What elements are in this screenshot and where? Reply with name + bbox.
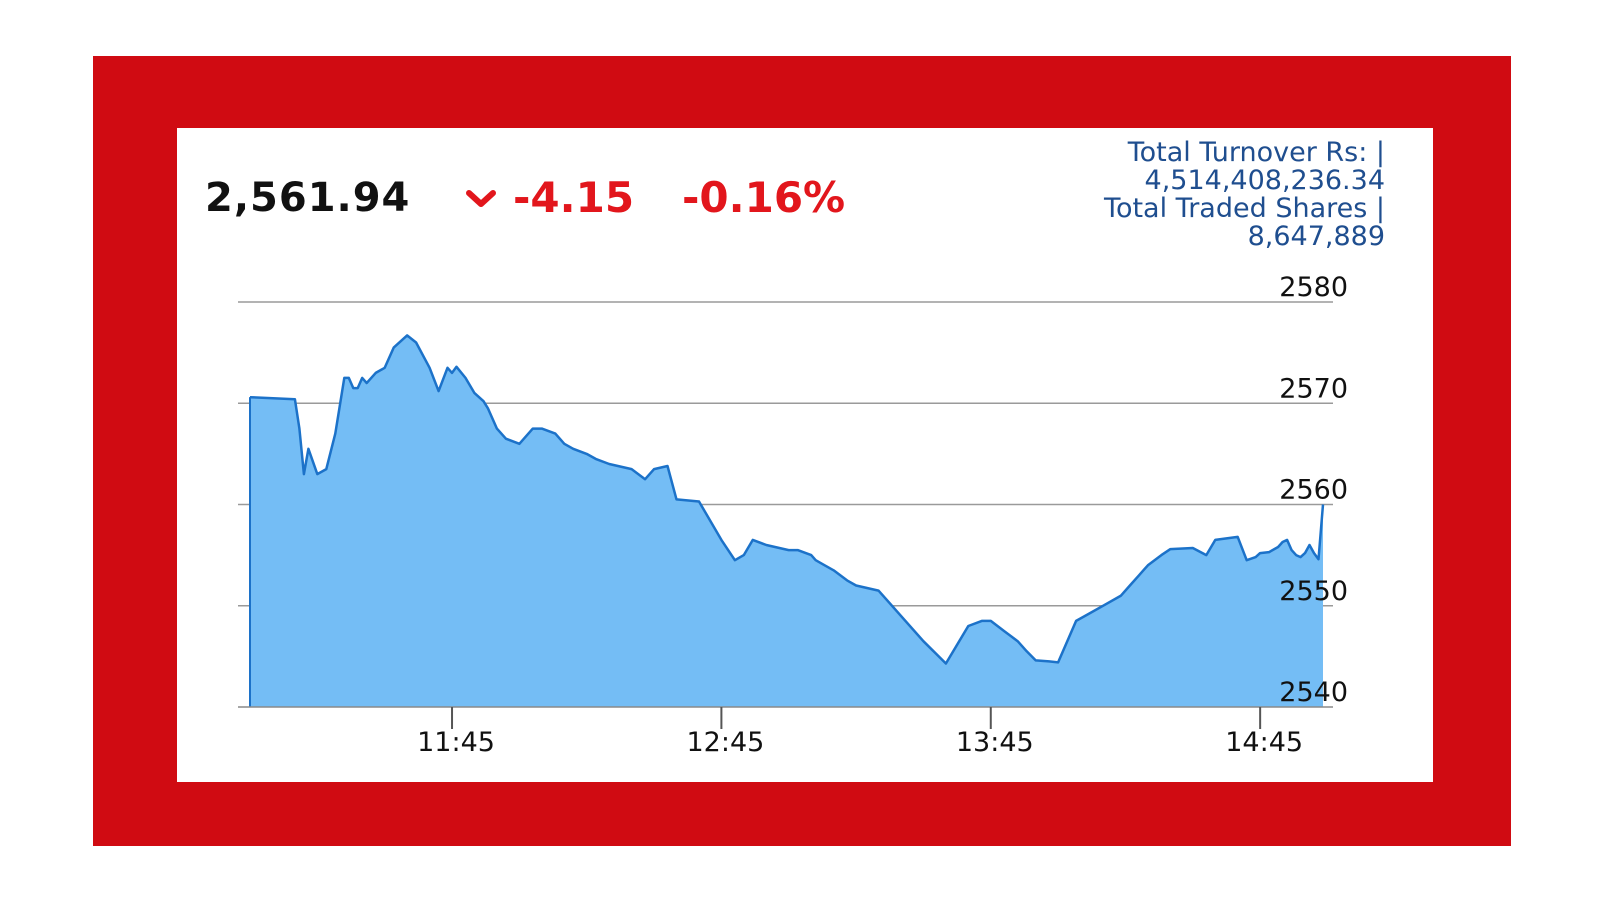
y-tick-label: 2540 bbox=[1279, 677, 1348, 708]
traded-shares-value: 8,647,889 bbox=[1247, 221, 1385, 252]
y-tick-label: 2550 bbox=[1279, 576, 1348, 607]
turnover-label: Total Turnover Rs: | bbox=[1127, 137, 1385, 168]
turnover-value: 4,514,408,236.34 bbox=[1144, 165, 1385, 196]
x-tick-label: 13:45 bbox=[956, 727, 1034, 758]
y-tick-label: 2560 bbox=[1279, 475, 1348, 506]
x-tick-label: 14:45 bbox=[1225, 727, 1303, 758]
price-change-percent: -0.16% bbox=[682, 173, 846, 222]
y-tick-label: 2580 bbox=[1279, 272, 1348, 303]
y-tick-label: 2570 bbox=[1279, 373, 1348, 404]
tick-labels: 2580 2570 2560 2550 2540 11:45 12:45 13:45 14:45 bbox=[417, 272, 1348, 758]
traded-shares-label: Total Traded Shares | bbox=[1104, 193, 1385, 224]
axes bbox=[238, 706, 1333, 729]
price-area-fill bbox=[250, 335, 1323, 707]
price-area bbox=[249, 334, 1325, 707]
last-price: 2,561.94 bbox=[205, 175, 411, 221]
price-change: -4.15 bbox=[513, 173, 635, 222]
x-tick-label: 11:45 bbox=[417, 727, 495, 758]
price-line bbox=[249, 334, 1325, 665]
chevron-down-icon bbox=[466, 190, 496, 207]
x-tick-label: 12:45 bbox=[686, 727, 764, 758]
